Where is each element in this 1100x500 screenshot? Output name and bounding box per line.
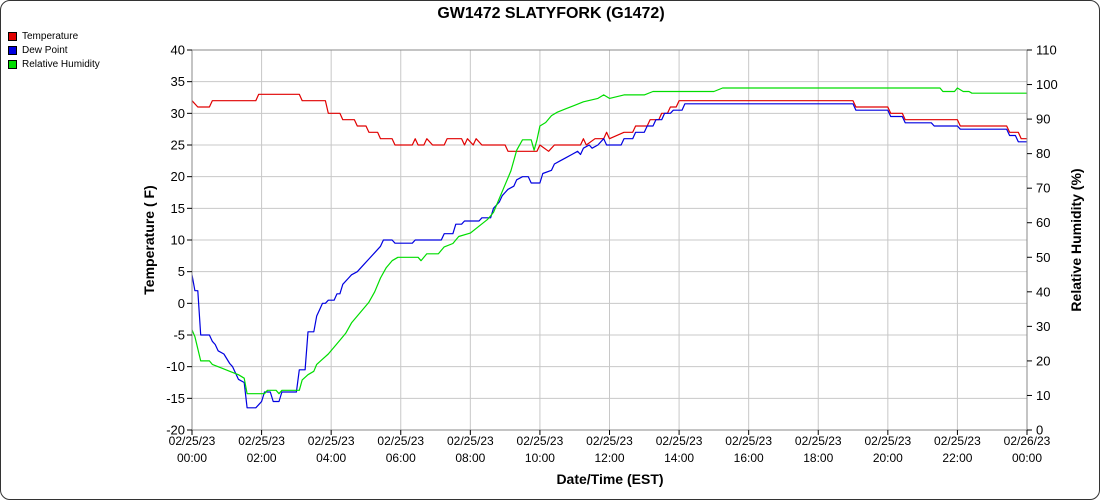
y-right-tick-label: 10 bbox=[1036, 388, 1050, 403]
legend-item-dew-point: Dew Point bbox=[8, 43, 100, 57]
y-right-tick-label: 40 bbox=[1036, 284, 1050, 299]
series-line-relative-humidity bbox=[191, 87, 1027, 395]
legend-label-dew-point: Dew Point bbox=[22, 44, 68, 56]
x-tick-label-time: 18:00 bbox=[803, 451, 833, 465]
y-right-tick-label: 90 bbox=[1036, 112, 1050, 127]
x-tick-label-time: 06:00 bbox=[386, 451, 416, 465]
x-tick-label-date: 02/25/23 bbox=[864, 434, 911, 448]
x-tick-label-date: 02/25/23 bbox=[308, 434, 355, 448]
y-left-tick-label: 10 bbox=[171, 233, 185, 248]
legend-item-relative-humidity: Relative Humidity bbox=[8, 57, 100, 71]
y-left-tick-label: -5 bbox=[173, 328, 185, 343]
y-axis-left-title: Temperature ( F) bbox=[141, 185, 157, 294]
y-right-tick-label: 70 bbox=[1036, 181, 1050, 196]
x-tick-label-time: 02:00 bbox=[247, 451, 277, 465]
y-right-tick-label: 80 bbox=[1036, 146, 1050, 161]
y-left-tick-label: -10 bbox=[166, 359, 185, 374]
x-tick-label-date: 02/25/23 bbox=[934, 434, 981, 448]
x-tick-label-time: 14:00 bbox=[664, 451, 694, 465]
x-tick-label-time: 00:00 bbox=[177, 451, 207, 465]
y-right-tick-label: 50 bbox=[1036, 250, 1050, 265]
chart-title: GW1472 SLATYFORK (G1472) bbox=[437, 5, 665, 22]
y-left-tick-label: 5 bbox=[178, 264, 185, 279]
legend-swatch-temperature bbox=[8, 31, 17, 41]
y-left-tick-label: 25 bbox=[171, 138, 185, 153]
y-right-tick-label: 0 bbox=[1036, 423, 1043, 438]
x-tick-label-time: 08:00 bbox=[455, 451, 485, 465]
series-line-dew-point bbox=[191, 103, 1027, 409]
series-lines bbox=[191, 87, 1027, 409]
series-line-temperature bbox=[191, 93, 1027, 152]
x-tick-label-time: 00:00 bbox=[1012, 451, 1042, 465]
y-left-tick-label: 15 bbox=[171, 201, 185, 216]
x-tick-label-date: 02/26/23 bbox=[1004, 434, 1051, 448]
y-right-tick-label: 100 bbox=[1036, 77, 1058, 92]
y-left-tick-label: 40 bbox=[171, 43, 185, 58]
x-tick-label-date: 02/25/23 bbox=[517, 434, 564, 448]
y-left-tick-label: 0 bbox=[178, 296, 185, 311]
legend-label-relative-humidity: Relative Humidity bbox=[22, 58, 100, 70]
x-tick-label-time: 10:00 bbox=[525, 451, 555, 465]
x-tick-label-time: 12:00 bbox=[594, 451, 624, 465]
x-tick-label-date: 02/25/23 bbox=[238, 434, 285, 448]
y-left-tick-label: -20 bbox=[166, 423, 185, 438]
axes: -20 -15 -10 -5 0 5 10 15 20 25 30 35 40 0 10 20 30 40 50 60… bbox=[166, 43, 1058, 466]
y-right-tick-label: 20 bbox=[1036, 353, 1050, 368]
x-axis-title: Date/Time (EST) bbox=[556, 471, 663, 487]
legend-swatch-dew-point bbox=[8, 45, 17, 55]
y-left-tick-label: -15 bbox=[166, 391, 185, 406]
x-tick-label-date: 02/25/23 bbox=[377, 434, 424, 448]
legend-item-temperature: Temperature bbox=[8, 29, 100, 43]
x-tick-label-date: 02/25/23 bbox=[725, 434, 772, 448]
x-tick-label-time: 20:00 bbox=[873, 451, 903, 465]
grid bbox=[191, 49, 1028, 431]
x-tick-label-time: 22:00 bbox=[942, 451, 972, 465]
x-tick-label-time: 04:00 bbox=[316, 451, 346, 465]
x-tick-label-date: 02/25/23 bbox=[586, 434, 633, 448]
legend-label-temperature: Temperature bbox=[22, 30, 79, 42]
x-tick-label-date: 02/25/23 bbox=[656, 434, 703, 448]
y-right-tick-label: 30 bbox=[1036, 319, 1050, 334]
x-tick-label-time: 16:00 bbox=[734, 451, 764, 465]
y-left-tick-label: 35 bbox=[171, 74, 185, 89]
x-tick-label-date: 02/25/23 bbox=[795, 434, 842, 448]
x-tick-label-date: 02/25/23 bbox=[447, 434, 494, 448]
y-left-tick-label: 30 bbox=[171, 106, 185, 121]
y-right-tick-label: 60 bbox=[1036, 215, 1050, 230]
legend-swatch-relative-humidity bbox=[8, 59, 17, 69]
x-tick-label-date: 02/25/23 bbox=[169, 434, 216, 448]
y-right-tick-label: 110 bbox=[1036, 43, 1057, 58]
y-left-tick-label: 20 bbox=[171, 169, 185, 184]
legend: Temperature Dew Point Relative Humidity bbox=[8, 29, 100, 71]
y-axis-right-title: Relative Humidity (%) bbox=[1068, 168, 1084, 311]
